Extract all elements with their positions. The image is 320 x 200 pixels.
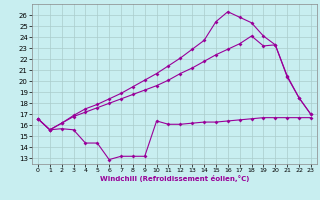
X-axis label: Windchill (Refroidissement éolien,°C): Windchill (Refroidissement éolien,°C) (100, 175, 249, 182)
